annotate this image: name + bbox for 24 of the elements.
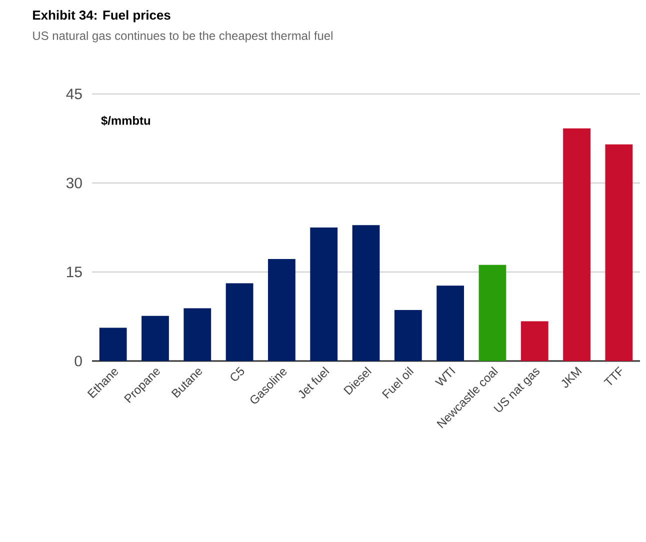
bar <box>310 228 338 361</box>
bar <box>226 283 254 361</box>
y-tick-label: 30 <box>66 178 82 188</box>
bar <box>142 316 169 361</box>
chart-title: Exhibit 34: Fuel prices <box>33 10 170 22</box>
bar <box>520 321 548 361</box>
y-axis-title: $/mmbtu <box>101 116 150 126</box>
bar <box>184 308 212 361</box>
y-tick-label: 15 <box>67 266 82 278</box>
bar <box>394 310 422 361</box>
bar <box>99 328 127 361</box>
x-tick-label: TTF <box>604 366 622 386</box>
bar <box>563 128 590 361</box>
y-tick-label: 0 <box>74 356 82 366</box>
x-tick-label: C5 <box>230 366 244 381</box>
x-tick-label: Jet fuel <box>298 366 330 398</box>
y-tick-label: 45 <box>66 88 82 100</box>
bar <box>478 264 506 361</box>
bar <box>436 286 464 361</box>
bar <box>352 225 380 361</box>
bar <box>605 144 633 361</box>
chart-subtitle: US natural gas continues to be the cheapest thermal fuel <box>33 31 332 42</box>
bar <box>268 258 296 361</box>
x-tick-label: WTI <box>434 366 456 386</box>
